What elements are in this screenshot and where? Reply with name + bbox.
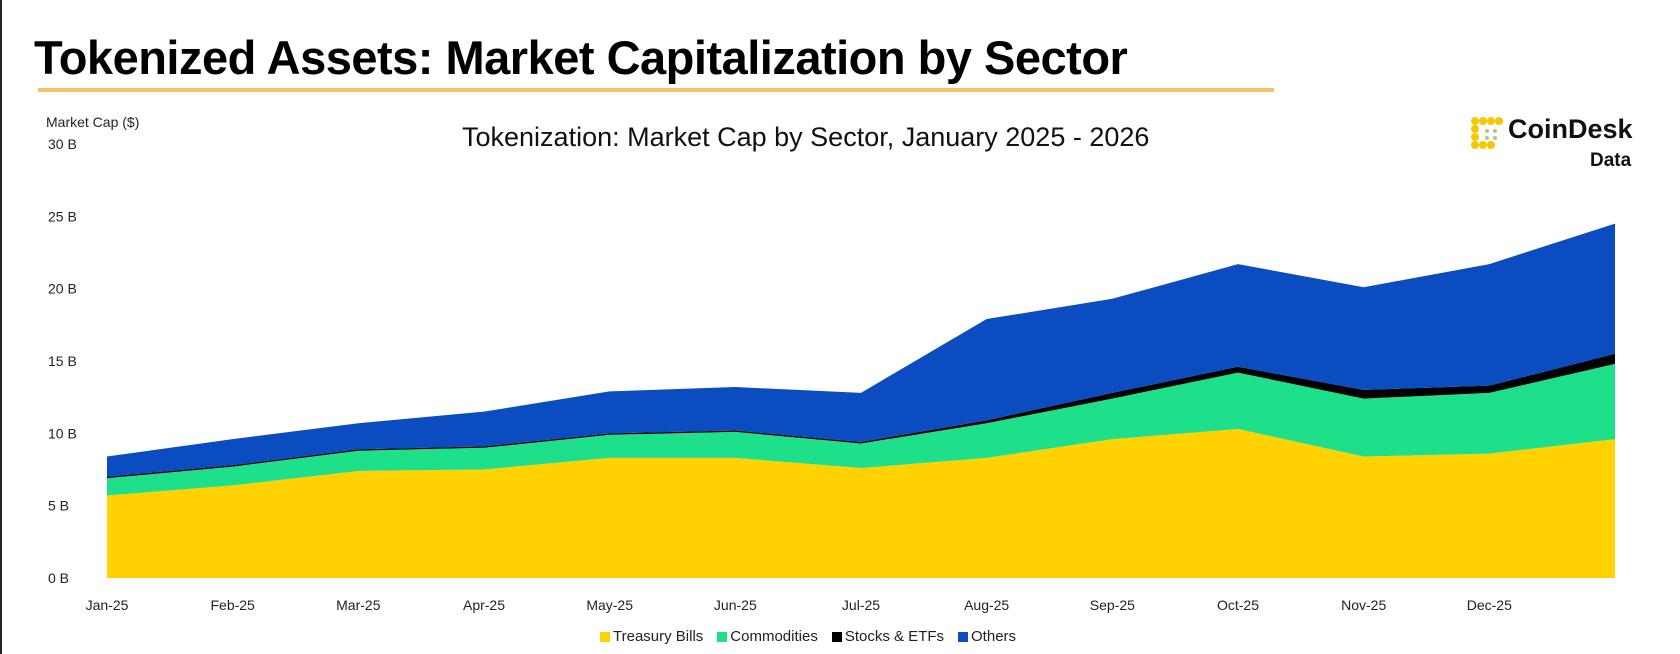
y-tick-label: 30 B <box>48 136 77 152</box>
legend-swatch <box>831 631 842 642</box>
area-commodities <box>107 363 1615 496</box>
logo-wordmark: CoinDesk <box>1508 114 1633 144</box>
title-underline <box>38 88 1274 92</box>
area-others <box>107 223 1615 477</box>
logo-subtitle: Data <box>1590 150 1632 171</box>
legend: Treasury Bills Commodities Stocks & ETFs Ot… <box>600 628 1016 645</box>
x-tick-label: Sep-25 <box>1090 597 1135 613</box>
x-tick-label: Jul-25 <box>842 597 880 613</box>
y-tick-label: 5 B <box>48 498 69 514</box>
x-tick-label: Jun-25 <box>714 597 757 613</box>
y-tick-label: 20 B <box>48 281 77 297</box>
x-tick-label: Apr-25 <box>463 597 505 613</box>
y-tick-label: 15 B <box>48 353 77 369</box>
y-axis-label: Market Cap ($) <box>46 114 140 130</box>
legend-label: Treasury Bills <box>613 628 704 645</box>
area-treasury-bills <box>107 428 1615 578</box>
area-stocks-etfs <box>107 353 1615 479</box>
legend-item: Others <box>958 628 1016 645</box>
x-tick-label: Dec-25 <box>1467 597 1512 613</box>
legend-label: Commodities <box>730 628 818 645</box>
left-border <box>0 0 2 654</box>
x-tick-label: Jan-25 <box>86 597 129 613</box>
legend-label: Stocks & ETFs <box>844 628 945 645</box>
coindesk-logo-icon <box>1471 117 1503 149</box>
legend-swatch <box>600 631 610 642</box>
x-tick-label: Mar-25 <box>336 597 381 613</box>
x-tick-label: May-25 <box>586 597 633 613</box>
legend-item: Stocks & ETFs <box>831 628 945 645</box>
y-tick-label: 0 B <box>48 570 69 586</box>
x-tick-label: Feb-25 <box>210 597 255 613</box>
page-title: Tokenized Assets: Market Capitalization … <box>34 31 1128 84</box>
y-tick-label: 10 B <box>48 425 77 441</box>
chart-title: Tokenization: Market Cap by Sector, Janu… <box>462 122 1150 152</box>
y-tick-label: 25 B <box>48 208 77 224</box>
legend-swatch <box>958 631 969 642</box>
legend-item: Treasury Bills <box>600 628 703 645</box>
x-tick-label: Aug-25 <box>964 597 1009 613</box>
legend-item: Commodities <box>717 628 818 645</box>
legend-label: Others <box>971 628 1017 645</box>
x-tick-label: Nov-25 <box>1341 597 1386 613</box>
x-tick-label: Oct-25 <box>1217 597 1259 613</box>
legend-swatch <box>717 631 728 642</box>
